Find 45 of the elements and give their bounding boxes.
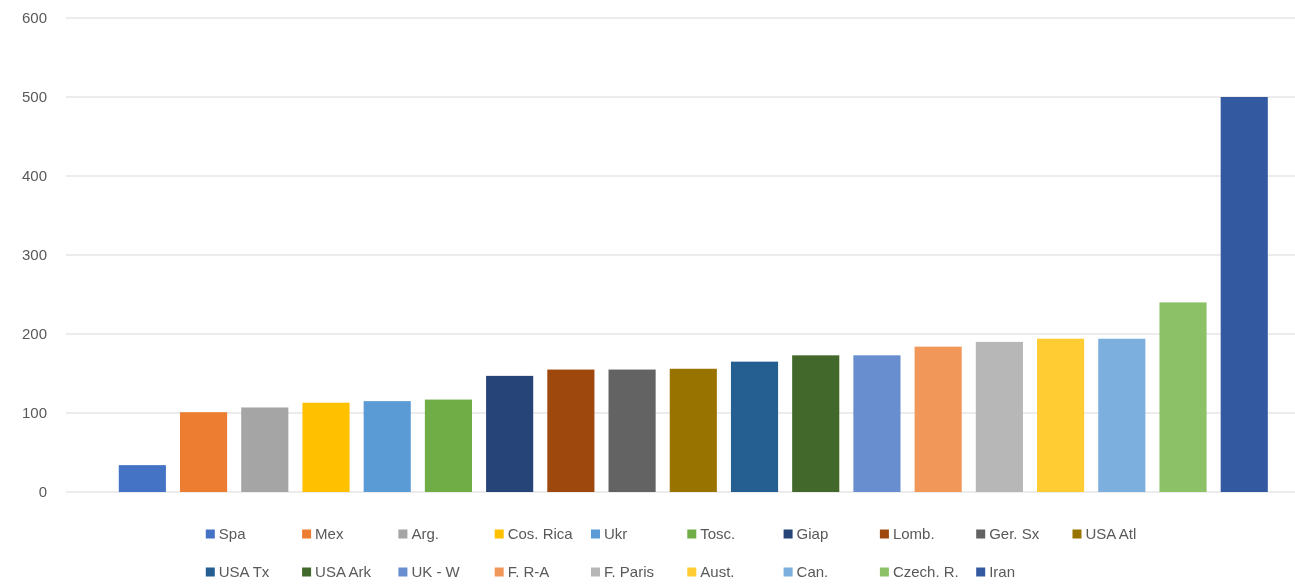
y-tick-label: 300 — [21, 246, 47, 264]
bar — [792, 355, 840, 492]
bar — [363, 401, 411, 492]
legend-label: Czech. R. — [892, 563, 959, 581]
y-tick-label: 600 — [21, 9, 47, 27]
bar — [853, 355, 901, 492]
bar — [424, 399, 472, 492]
legend-label: Spa — [218, 525, 247, 543]
bar — [975, 341, 1023, 492]
y-tick-label: 500 — [21, 88, 47, 106]
legend-label: Can. — [796, 563, 829, 581]
legend-label: Arg. — [411, 525, 439, 543]
y-tick-label: 0 — [38, 483, 47, 501]
bar — [608, 369, 656, 492]
bar — [486, 375, 534, 492]
legend-label: UK - W — [411, 563, 461, 581]
bar — [1159, 302, 1207, 492]
legend-label: F. Paris — [604, 563, 655, 581]
legend-label: USA Atl — [1085, 525, 1137, 543]
legend-label: Ger. Sx — [989, 525, 1040, 543]
bar — [1037, 338, 1085, 492]
legend-label: Giap — [796, 525, 829, 543]
bar — [669, 368, 717, 492]
bar — [730, 361, 779, 492]
legend-label: Mex — [315, 525, 344, 543]
bar — [241, 407, 289, 492]
bar — [1098, 338, 1146, 492]
legend-label: Cos. Rica — [507, 525, 574, 543]
bar — [914, 346, 962, 492]
y-tick-label: 100 — [21, 404, 47, 422]
bar — [547, 369, 595, 492]
legend-label: Aust. — [700, 563, 735, 581]
bar — [302, 402, 350, 492]
legend-label: F. R-A — [507, 563, 550, 581]
bar — [1220, 97, 1268, 492]
y-tick-label: 200 — [21, 325, 47, 343]
legend-label: Ukr — [604, 525, 628, 543]
bar — [180, 412, 228, 492]
legend-label: Tosc. — [700, 525, 736, 543]
legend-label: USA Ark — [315, 563, 372, 581]
y-tick-label: 400 — [21, 167, 47, 185]
legend-label: USA Tx — [218, 563, 270, 581]
legend-label: Lomb. — [892, 525, 935, 543]
bar — [118, 465, 166, 492]
legend-label: Iran — [989, 563, 1016, 581]
